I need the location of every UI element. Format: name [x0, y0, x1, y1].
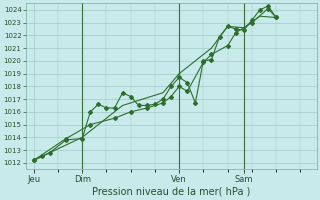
X-axis label: Pression niveau de la mer( hPa ): Pression niveau de la mer( hPa )	[92, 187, 250, 197]
